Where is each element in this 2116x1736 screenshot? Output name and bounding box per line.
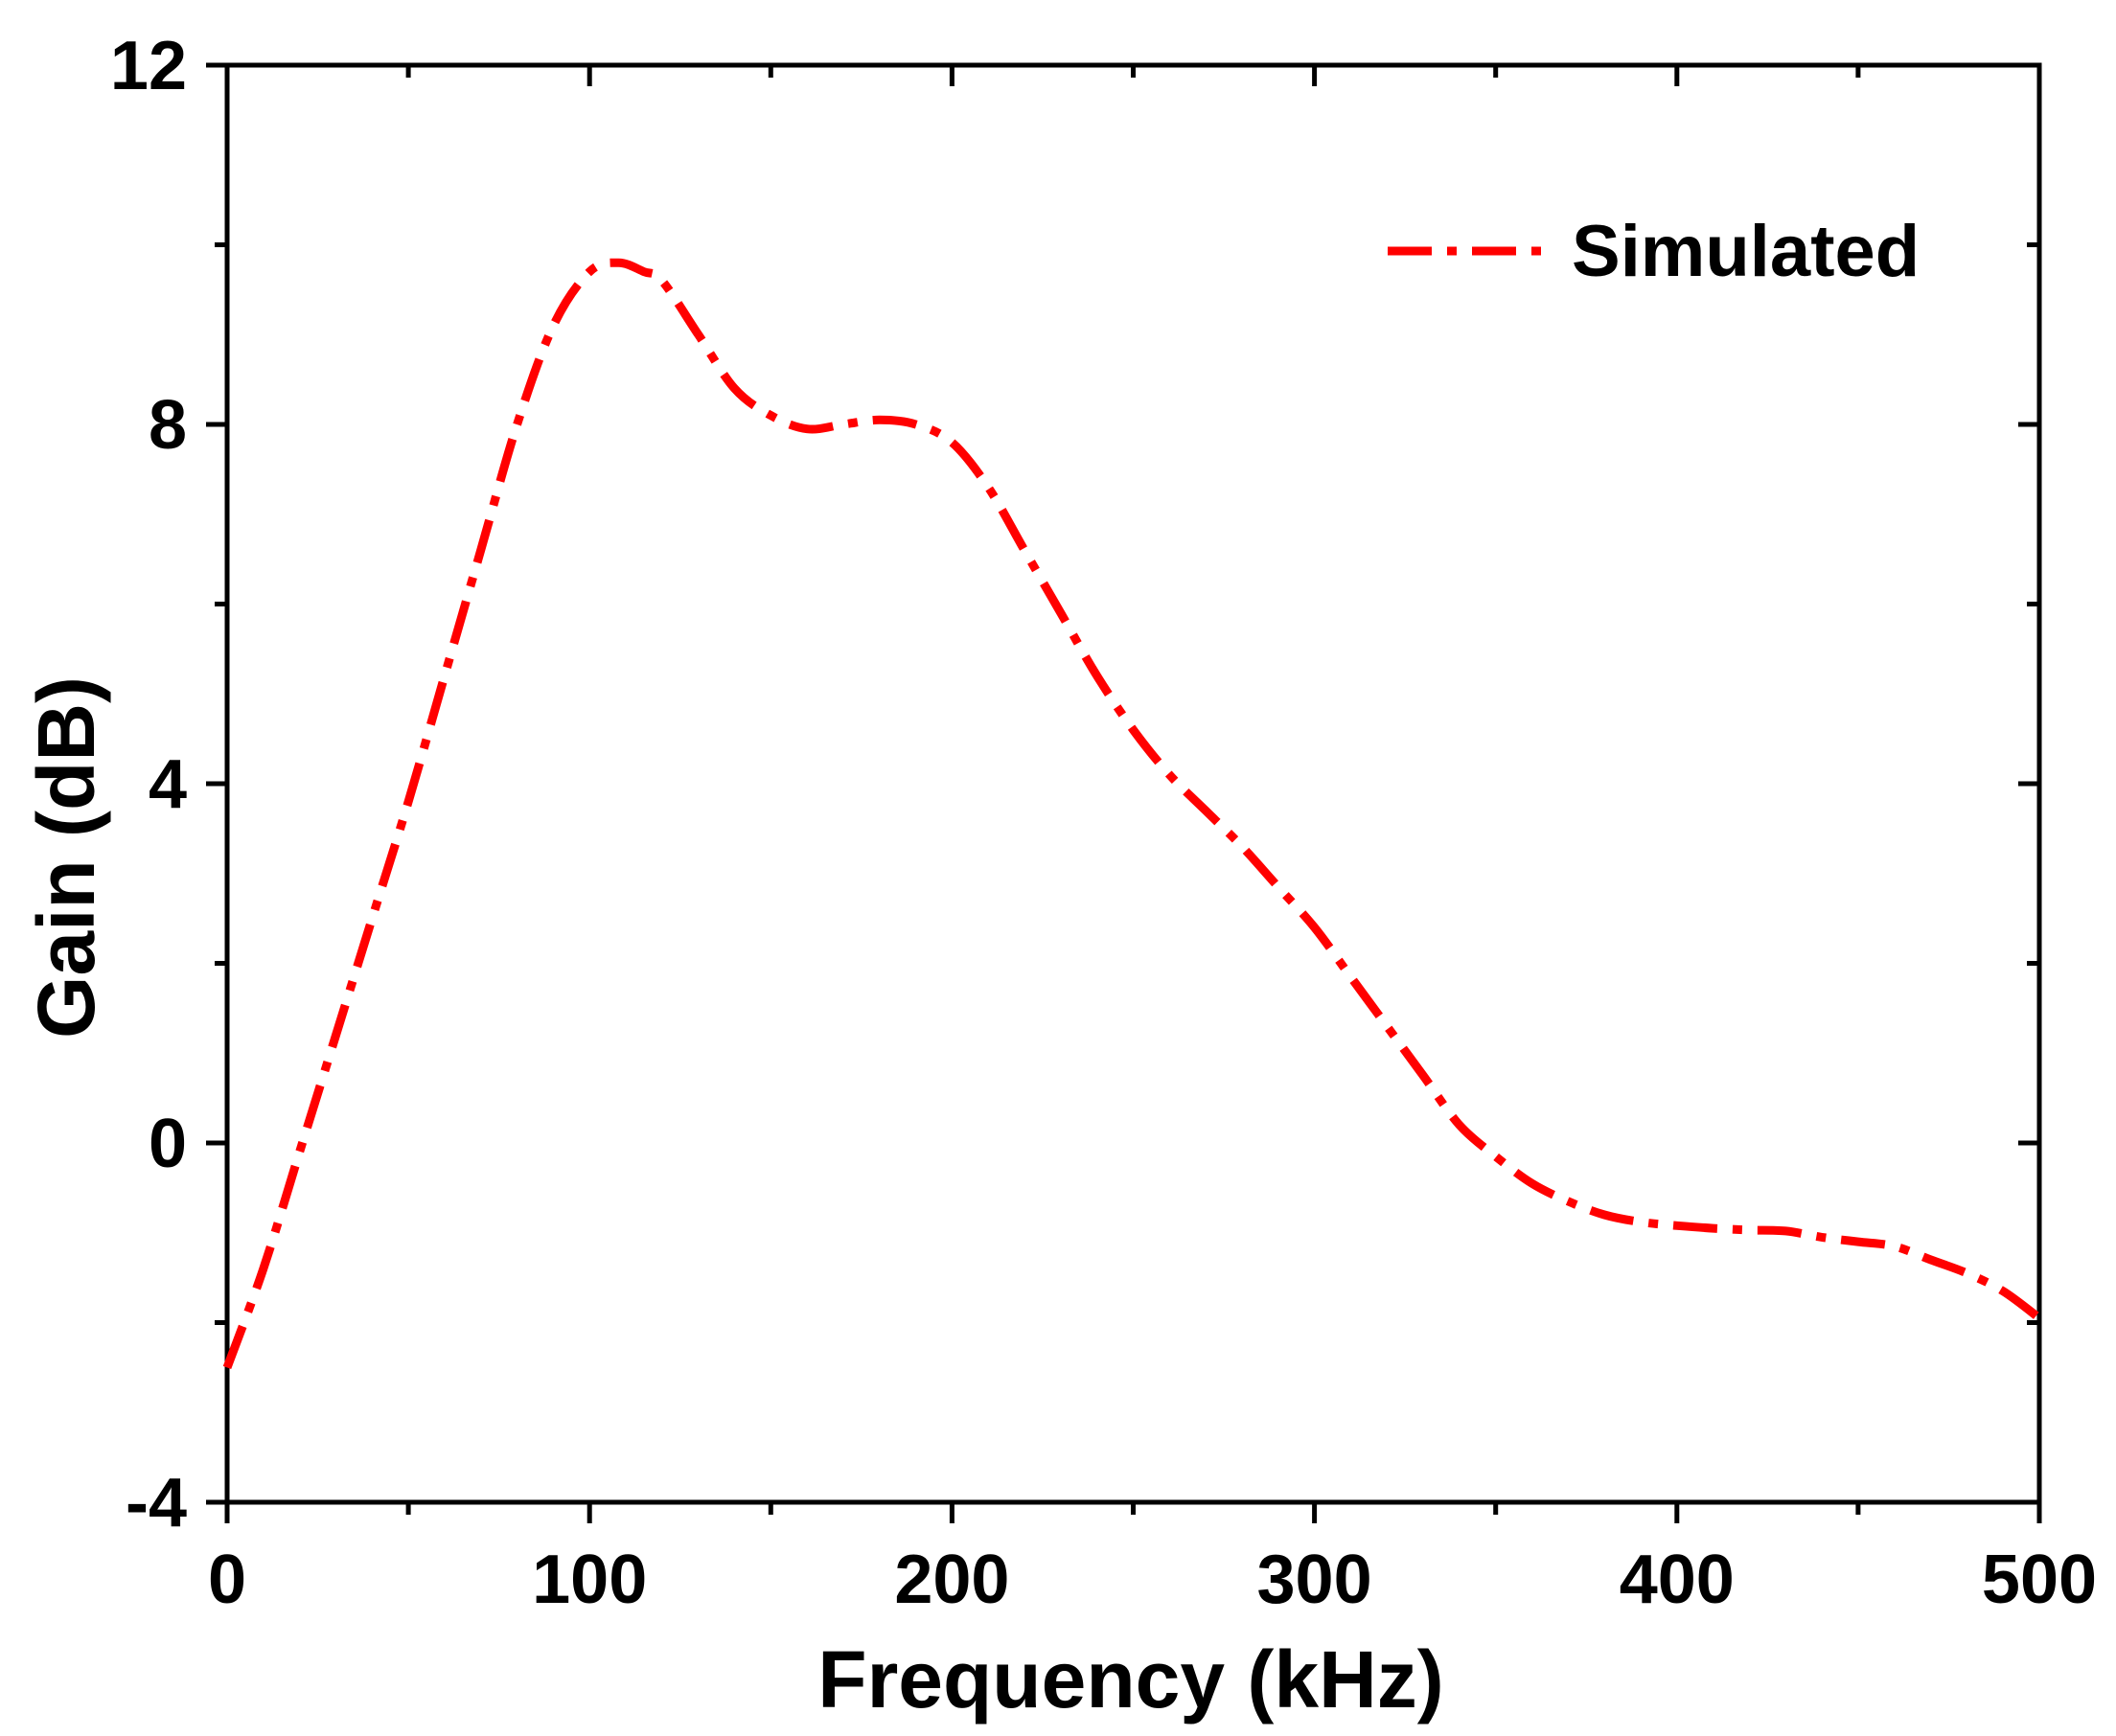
x-axis-tick-labels: 0 100 200 300 400 500 — [208, 1542, 2097, 1618]
data-point — [368, 915, 376, 923]
y-tick-label: -4 — [126, 1465, 187, 1542]
data-point — [1346, 973, 1354, 981]
x-tick-label: 300 — [1257, 1542, 1372, 1618]
y-tick-label: 8 — [149, 387, 187, 464]
series-layer — [222, 258, 2042, 1369]
data-point — [1238, 843, 1246, 851]
data-point — [549, 322, 557, 330]
x-tick-label: 100 — [532, 1542, 647, 1618]
y-tick-label: 4 — [149, 746, 187, 823]
data-point — [1891, 1243, 1898, 1250]
x-tick-label: 400 — [1620, 1542, 1735, 1618]
x-tick-label: 500 — [1982, 1542, 2097, 1618]
legend: Simulated — [1388, 211, 1920, 292]
x-tick-label: 200 — [894, 1542, 1009, 1618]
y-axis-tick-labels: -4 0 4 8 12 — [110, 28, 187, 1542]
y-tick-label: 12 — [110, 28, 187, 104]
data-point — [441, 673, 448, 680]
y-axis-title: Gain (dB) — [21, 676, 111, 1039]
data-point — [840, 421, 847, 428]
data-point — [1745, 1226, 1753, 1234]
data-point — [1275, 883, 1282, 891]
x-tick-label: 0 — [208, 1542, 246, 1618]
data-point — [1637, 1219, 1644, 1226]
series-line-simulated — [222, 258, 2042, 1369]
x-axis-title: Frequency (kHz) — [817, 1634, 1443, 1725]
y-tick-label: 0 — [149, 1106, 187, 1182]
y-axis-ticks — [206, 62, 2039, 1505]
x-axis-ticks — [224, 65, 2042, 1523]
legend-label-simulated: Simulated — [1572, 211, 1920, 292]
